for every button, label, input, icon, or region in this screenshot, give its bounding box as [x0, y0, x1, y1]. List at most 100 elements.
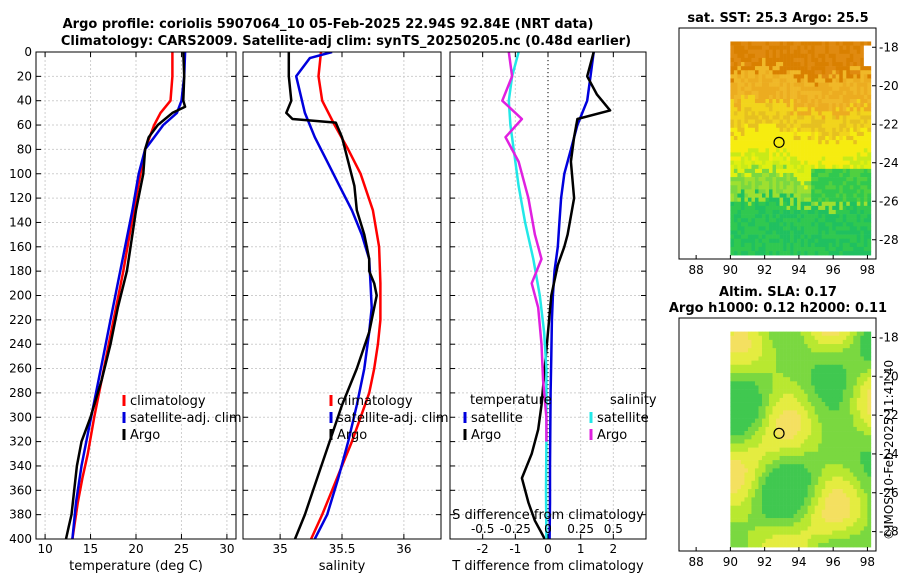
sst_map-cell	[765, 189, 770, 194]
sst_map-cell	[856, 140, 861, 145]
sst_map-cell	[814, 205, 819, 211]
sla_map-cell	[744, 530, 749, 535]
sst_map-cell	[772, 214, 777, 219]
difference-plot: -2 -1 0 1 2T difference from climatologytemp…	[449, 51, 657, 574]
sla_map-cell	[793, 522, 798, 527]
sst_map-cell	[790, 131, 794, 137]
sst_map-cell	[821, 53, 826, 59]
sst_map-cell	[740, 164, 745, 170]
sst_map-cell	[751, 70, 756, 75]
sst_map-cell	[769, 172, 773, 178]
sla_map-cell	[744, 526, 749, 531]
sst_map-cell	[790, 177, 794, 182]
sst_map-cell	[765, 152, 770, 157]
sst_map-cell	[786, 74, 791, 79]
sla_map-cell	[793, 476, 798, 482]
sst_map-cell	[779, 226, 784, 231]
sla_map-cell	[772, 364, 777, 370]
sst_map-cell	[758, 168, 763, 174]
sla_map-cell	[849, 480, 854, 486]
sla_map-cell	[779, 377, 784, 382]
sla_map-cell	[786, 518, 791, 523]
sla_map-cell	[846, 352, 851, 357]
sst_map-cell	[747, 45, 752, 50]
sla_map-cell	[818, 530, 822, 535]
sla_map-cell	[779, 455, 784, 461]
sst_map-cell	[772, 226, 777, 231]
sst_map-cell	[856, 205, 861, 211]
sst_map-cell	[744, 172, 749, 178]
sla_map-cell	[740, 373, 745, 378]
sst_map-cell	[730, 152, 735, 157]
sst_map-cell	[797, 66, 801, 71]
sla_map-cell	[744, 410, 749, 415]
sla_map-cell	[747, 480, 752, 486]
sst_map-cell	[797, 49, 801, 55]
sla_map-ytick-label: -28	[879, 525, 899, 539]
sst_map-cell	[740, 251, 745, 256]
sla_map-cell	[730, 389, 735, 395]
sst_map-cell	[744, 246, 749, 252]
sst_map-cell	[821, 86, 826, 92]
sst_map-cell	[825, 115, 830, 120]
sst_map-cell	[856, 131, 861, 137]
sla_map-cell	[846, 335, 851, 341]
sla_map-cell	[772, 530, 777, 535]
sst_map-cell	[786, 148, 791, 153]
sla_map-cell	[860, 414, 865, 419]
sst_map-cell	[754, 230, 759, 235]
sst_map-cell	[733, 160, 738, 166]
sst_map-cell	[821, 251, 826, 256]
sst_map-cell	[839, 78, 844, 83]
sla_map-cell	[765, 414, 770, 419]
sla_map-cell	[737, 530, 742, 535]
sla_map-cell	[863, 397, 868, 403]
sla_map-cell	[818, 422, 822, 428]
sla_map-cell	[730, 414, 735, 419]
sst_map-cell	[832, 90, 837, 96]
sst_map-cell	[797, 185, 801, 190]
sla_map-cell	[797, 385, 801, 390]
sst_map-cell	[762, 230, 766, 235]
sla_map-cell	[832, 464, 837, 469]
sst_map-cell	[842, 189, 847, 194]
sst_map-cell	[754, 193, 759, 198]
sla_map-cell	[730, 393, 735, 399]
sst_map-cell	[790, 90, 794, 96]
sst_map-cell	[853, 70, 858, 75]
sst_map-cell	[825, 189, 830, 194]
sla_map-cell	[754, 364, 759, 370]
sla_map-cell	[737, 422, 742, 428]
sst_map-cell	[867, 181, 872, 186]
sla_map-cell	[846, 356, 851, 361]
sla_map-cell	[860, 497, 865, 502]
sla_map-cell	[772, 497, 777, 502]
sla_map-cell	[765, 447, 770, 453]
sla_map-cell	[762, 468, 766, 473]
sst_map-cell	[762, 119, 766, 124]
sst_map-cell	[863, 197, 868, 203]
sla_map-cell	[751, 335, 756, 341]
sst_map-cell	[856, 82, 861, 87]
sla_map-cell	[846, 418, 851, 424]
sst_map-cell	[811, 148, 815, 153]
sla_map-cell	[849, 368, 854, 374]
sst_map-cell	[825, 234, 830, 240]
sla_map-cell	[790, 476, 794, 482]
sst_map-cell	[797, 226, 801, 231]
sst_map-cell	[730, 242, 735, 248]
sla_map-xtick-label: 90	[723, 555, 738, 569]
sst_map-cell	[807, 94, 812, 100]
sla_map-cell	[821, 389, 826, 395]
sst_map-cell	[856, 127, 861, 133]
sla_map-cell	[853, 455, 858, 461]
sla_map-cell	[740, 518, 745, 523]
sst_map-cell	[786, 152, 791, 157]
sst_map-cell	[769, 152, 773, 157]
sla_map-cell	[762, 530, 766, 535]
sla_map-cell	[863, 402, 868, 407]
sst_map-cell	[839, 164, 844, 170]
sst_map-cell	[790, 119, 794, 124]
sla_map-cell	[776, 356, 780, 361]
sla_map-cell	[730, 381, 735, 386]
